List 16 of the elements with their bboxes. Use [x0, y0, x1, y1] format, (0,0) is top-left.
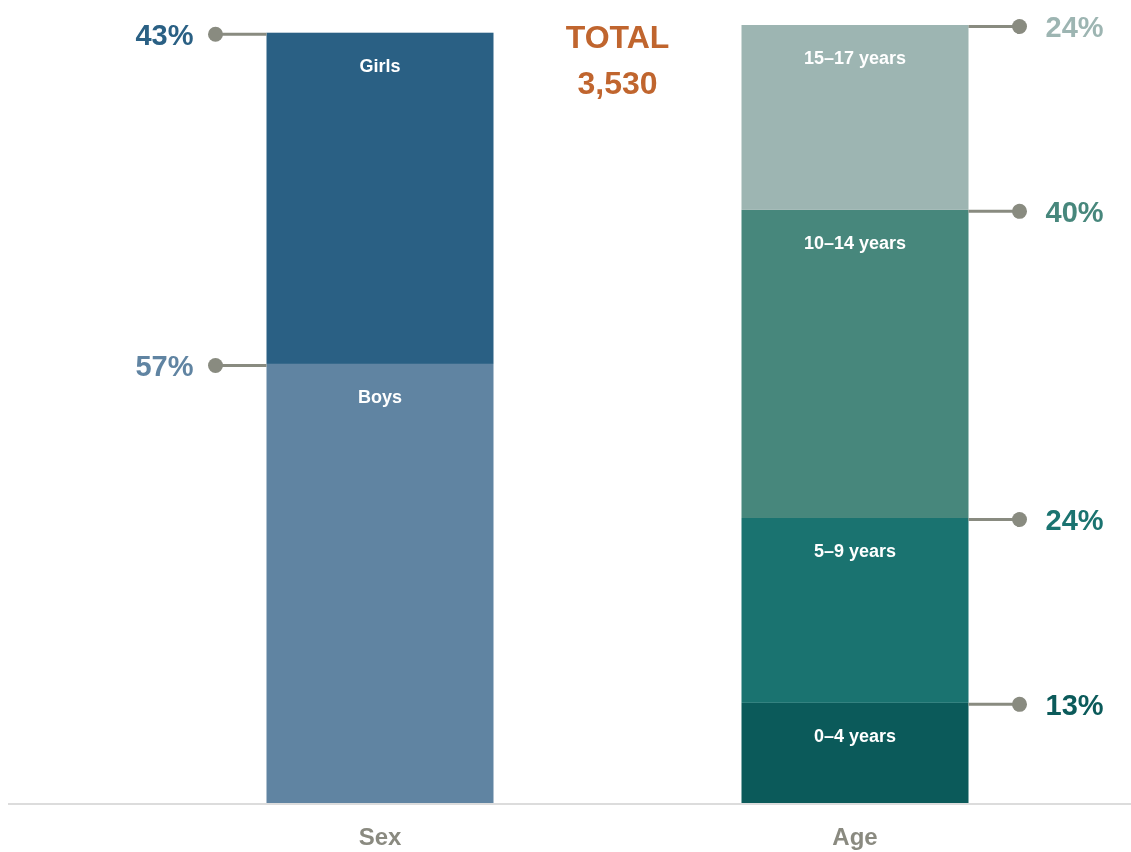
series-label: 5–9 years	[813, 540, 897, 561]
data-label: 24%	[1045, 11, 1104, 43]
data-label: 13%	[1045, 688, 1104, 721]
series-label: 10–14 years	[803, 232, 907, 253]
x-tick-label: Age	[832, 822, 878, 850]
series-label: Girls	[359, 55, 401, 76]
annotation: 3,530	[577, 65, 658, 101]
data-label: 24%	[1045, 503, 1104, 536]
data-label: 57%	[135, 349, 194, 382]
series-label: 15–17 years	[803, 48, 907, 68]
x-tick-label: Sex	[358, 822, 402, 850]
series-label: Boys	[357, 386, 403, 407]
annotation: TOTAL	[565, 19, 670, 55]
series-label: 0–4 years	[813, 725, 897, 746]
data-label: 43%	[135, 18, 194, 51]
data-label: 40%	[1045, 195, 1104, 228]
